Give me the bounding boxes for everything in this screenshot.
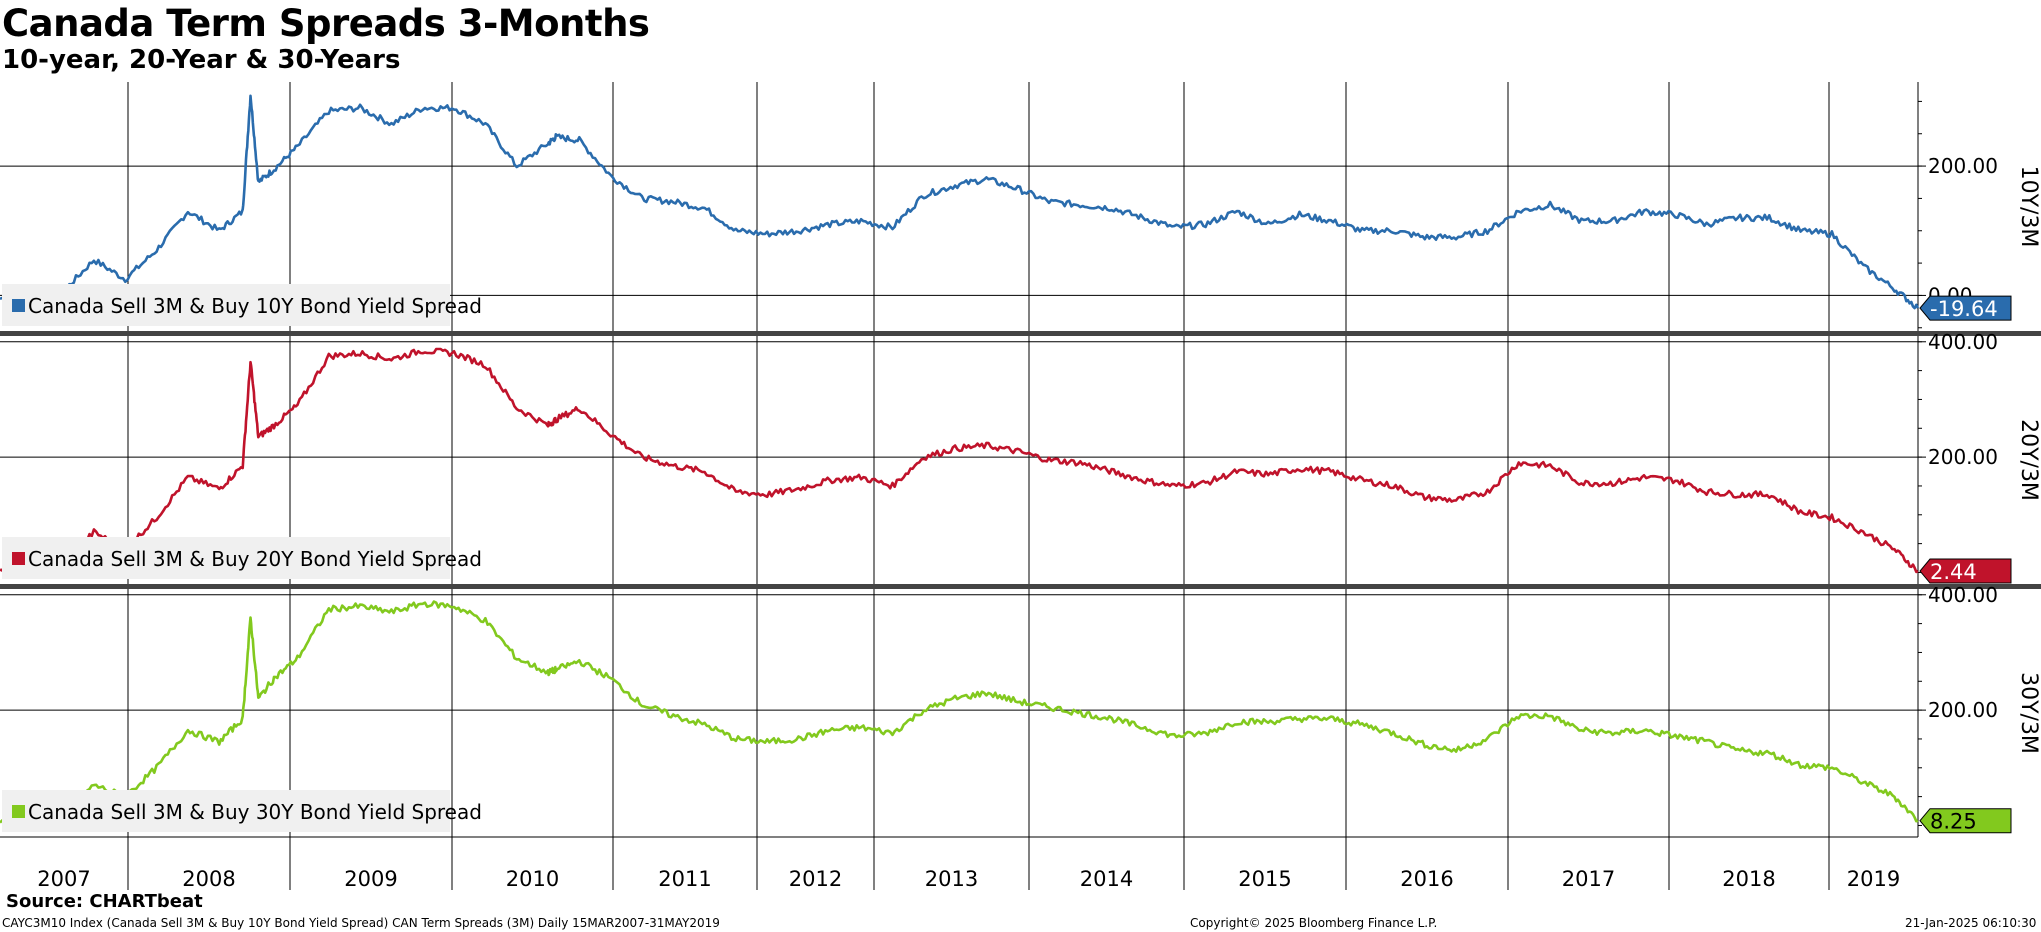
y-axis-title: 30Y/3M [2016,672,2041,754]
footer-description: CAYC3M10 Index (Canada Sell 3M & Buy 10Y… [2,916,720,930]
x-tick-label: 2013 [925,867,978,891]
legend-label: Canada Sell 3M & Buy 20Y Bond Yield Spre… [28,547,482,571]
series-line [0,94,1920,310]
legend-box [2,790,450,832]
legend-box [2,284,450,326]
x-tick-label: 2019 [1847,867,1900,891]
last-value-marker [1919,558,2012,584]
legend-swatch [12,805,25,818]
legend-label: Canada Sell 3M & Buy 30Y Bond Yield Spre… [28,800,482,824]
y-tick-label: 400.00 [1928,583,1998,607]
footer-timestamp: 21-Jan-2025 06:10:30 [1905,916,2037,930]
x-tick-label: 2009 [344,867,397,891]
y-tick-label: 200.00 [1928,445,1998,469]
panel-separator [0,331,2041,336]
legend-swatch [12,299,25,312]
y-tick-label: 200.00 [1928,698,1998,722]
x-tick-label: 2007 [37,867,90,891]
x-tick-label: 2010 [506,867,559,891]
last-value-marker [1919,808,2012,834]
x-tick-label: 2017 [1562,867,1615,891]
x-tick-label: 2012 [789,867,842,891]
x-tick-label: 2011 [658,867,711,891]
legend-label: Canada Sell 3M & Buy 10Y Bond Yield Spre… [28,294,482,318]
last-value-marker [1919,295,2012,321]
footer-copyright: Copyright© 2025 Bloomberg Finance L.P. [1190,916,1438,930]
chart-subtitle: 10-year, 20-Year & 30-Years [2,45,401,75]
legend-box [2,537,450,579]
x-tick-label: 2018 [1722,867,1775,891]
series-line [0,600,1919,824]
y-axis-title: 20Y/3M [2016,419,2041,501]
x-tick-label: 2015 [1238,867,1291,891]
x-tick-label: 2014 [1080,867,1133,891]
series-line [0,347,1919,574]
y-tick-label: 200.00 [1928,154,1998,178]
legend-swatch [12,552,25,565]
source-label: Source: CHARTbeat [6,891,203,912]
x-tick-label: 2008 [182,867,235,891]
y-axis-title: 10Y/3M [2016,166,2041,248]
panel-separator [0,584,2041,589]
y-tick-label: 400.00 [1928,330,1998,354]
last-value-label: 8.25 [1930,810,1977,834]
chart-title: Canada Term Spreads 3-Months [2,2,650,45]
x-tick-label: 2016 [1400,867,1453,891]
last-value-label: -19.64 [1930,297,1998,321]
last-value-label: 2.44 [1930,560,1977,584]
